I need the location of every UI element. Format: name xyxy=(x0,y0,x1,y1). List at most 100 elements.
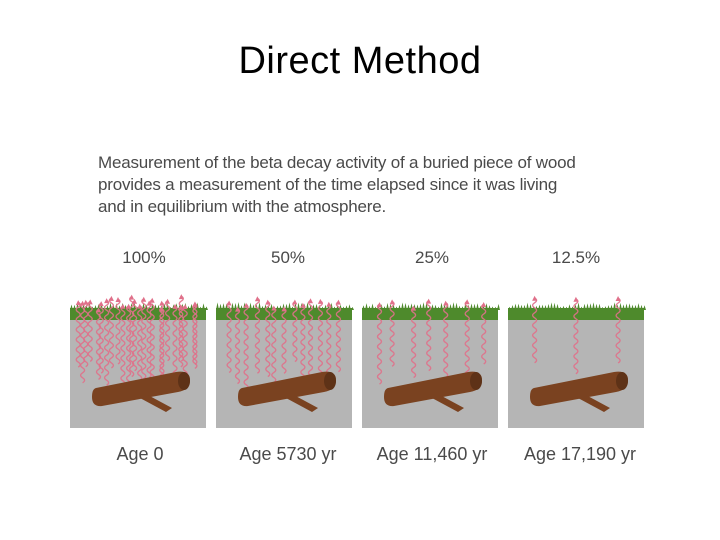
decay-arrow xyxy=(464,300,470,382)
buried-log xyxy=(238,371,336,412)
decay-arrowhead xyxy=(115,296,121,302)
decay-arrowhead xyxy=(75,300,81,306)
decay-arrow xyxy=(159,302,165,379)
decay-arrow xyxy=(481,303,487,365)
decay-arrow xyxy=(149,299,155,391)
decay-arrow xyxy=(531,297,538,364)
decay-arrow xyxy=(103,299,110,386)
decay-arrow xyxy=(265,301,271,378)
decay-arrowhead xyxy=(243,302,249,308)
caption-line: provides a measurement of the time elaps… xyxy=(98,175,558,194)
decay-arrow xyxy=(426,300,432,372)
decay-arrowhead xyxy=(129,294,135,300)
decay-arrowhead xyxy=(573,296,579,302)
decay-arrowhead xyxy=(265,299,271,305)
decay-arrow xyxy=(307,299,314,381)
decay-arrowhead xyxy=(132,298,138,304)
decay-arrowhead xyxy=(226,300,232,306)
carbon-dating-figure: Measurement of the beta decay activity o… xyxy=(60,140,660,480)
percent-label-1: 50% xyxy=(270,248,306,267)
decay-arrowhead xyxy=(292,299,298,305)
decay-arrowhead xyxy=(271,305,277,311)
decay-arrowhead xyxy=(178,304,184,310)
decay-arrow xyxy=(410,307,417,379)
decay-arrowhead xyxy=(300,302,306,308)
decay-arrow xyxy=(226,301,232,374)
decay-arrowhead xyxy=(141,296,147,302)
grass-strip xyxy=(508,302,646,320)
decay-arrow xyxy=(79,302,86,384)
decay-arrow xyxy=(389,300,395,367)
decay-panel-2 xyxy=(360,290,500,428)
decay-panel-3 xyxy=(506,290,646,428)
decay-arrowhead xyxy=(335,299,341,305)
decay-arrow xyxy=(573,298,579,375)
decay-arrow xyxy=(164,300,171,362)
decay-arrowhead xyxy=(137,303,143,309)
decay-panel-1 xyxy=(214,290,354,428)
decay-arrow xyxy=(178,306,184,368)
slide-title: Direct Method xyxy=(238,40,482,82)
decay-panel-graphic xyxy=(362,298,500,428)
age-label-3: Age 17,190 yr xyxy=(523,444,637,464)
decay-arrow xyxy=(115,298,121,365)
percent-label-2: 25% xyxy=(414,248,450,267)
decay-arrow xyxy=(137,305,143,382)
decay-arrow xyxy=(192,302,198,369)
decay-arrow xyxy=(192,303,198,365)
decay-arrow xyxy=(376,303,383,385)
decay-arrowhead xyxy=(464,299,470,305)
decay-arrow xyxy=(125,305,132,387)
decay-arrowhead xyxy=(192,301,198,307)
decay-arrow xyxy=(120,305,126,387)
decay-arrow xyxy=(159,308,165,385)
decay-arrowhead xyxy=(443,300,449,306)
decay-arrowhead xyxy=(87,299,93,305)
decay-arrowhead xyxy=(317,298,323,304)
decay-arrowhead xyxy=(326,301,332,307)
decay-arrowhead xyxy=(159,306,165,312)
decay-arrow xyxy=(129,296,135,378)
decay-arrowhead xyxy=(104,298,110,304)
decay-arrows xyxy=(75,294,198,391)
percent-label-0: 100% xyxy=(122,248,166,267)
decay-arrow xyxy=(141,298,147,390)
decay-arrows xyxy=(376,298,487,389)
decay-arrowhead xyxy=(532,295,538,301)
decay-arrowhead xyxy=(281,306,287,312)
decay-arrow xyxy=(182,305,188,377)
decay-arrow xyxy=(615,297,621,364)
caption-line: Measurement of the beta decay activity o… xyxy=(98,153,576,172)
decay-arrow xyxy=(108,297,115,369)
decay-arrow xyxy=(234,308,241,385)
decay-arrow xyxy=(98,302,104,374)
age-label-1: Age 5730 yr xyxy=(239,444,337,464)
decay-arrowhead xyxy=(178,294,184,300)
decay-arrowhead xyxy=(96,307,102,313)
decay-arrow xyxy=(271,306,277,384)
figure-caption: Measurement of the beta decay activity o… xyxy=(98,152,638,218)
decay-arrowhead xyxy=(182,304,188,310)
age-label-2: Age 11,460 yr xyxy=(376,444,488,464)
decay-arrowhead xyxy=(172,303,178,309)
decay-panel-graphic xyxy=(508,295,646,428)
decay-arrow xyxy=(172,305,178,382)
age-label-0: Age 0 xyxy=(116,444,164,464)
decay-arrowhead xyxy=(120,303,126,309)
decay-panel-graphic xyxy=(216,296,354,428)
decay-arrow xyxy=(254,297,261,374)
decay-arrowhead xyxy=(426,298,432,304)
decay-arrowhead xyxy=(108,295,114,301)
decay-arrow xyxy=(87,300,93,362)
decay-arrowhead xyxy=(159,300,165,306)
percent-label-3: 12.5% xyxy=(551,248,601,267)
decay-arrow xyxy=(300,304,306,391)
decay-arrow xyxy=(317,300,324,377)
decay-panel-graphic xyxy=(70,294,208,428)
decay-arrows xyxy=(531,295,621,375)
decay-arrow xyxy=(443,302,449,389)
decay-arrowhead xyxy=(83,299,89,305)
decay-arrowhead xyxy=(235,306,241,312)
decay-arrow xyxy=(292,301,298,363)
decay-arrowhead xyxy=(389,299,395,305)
